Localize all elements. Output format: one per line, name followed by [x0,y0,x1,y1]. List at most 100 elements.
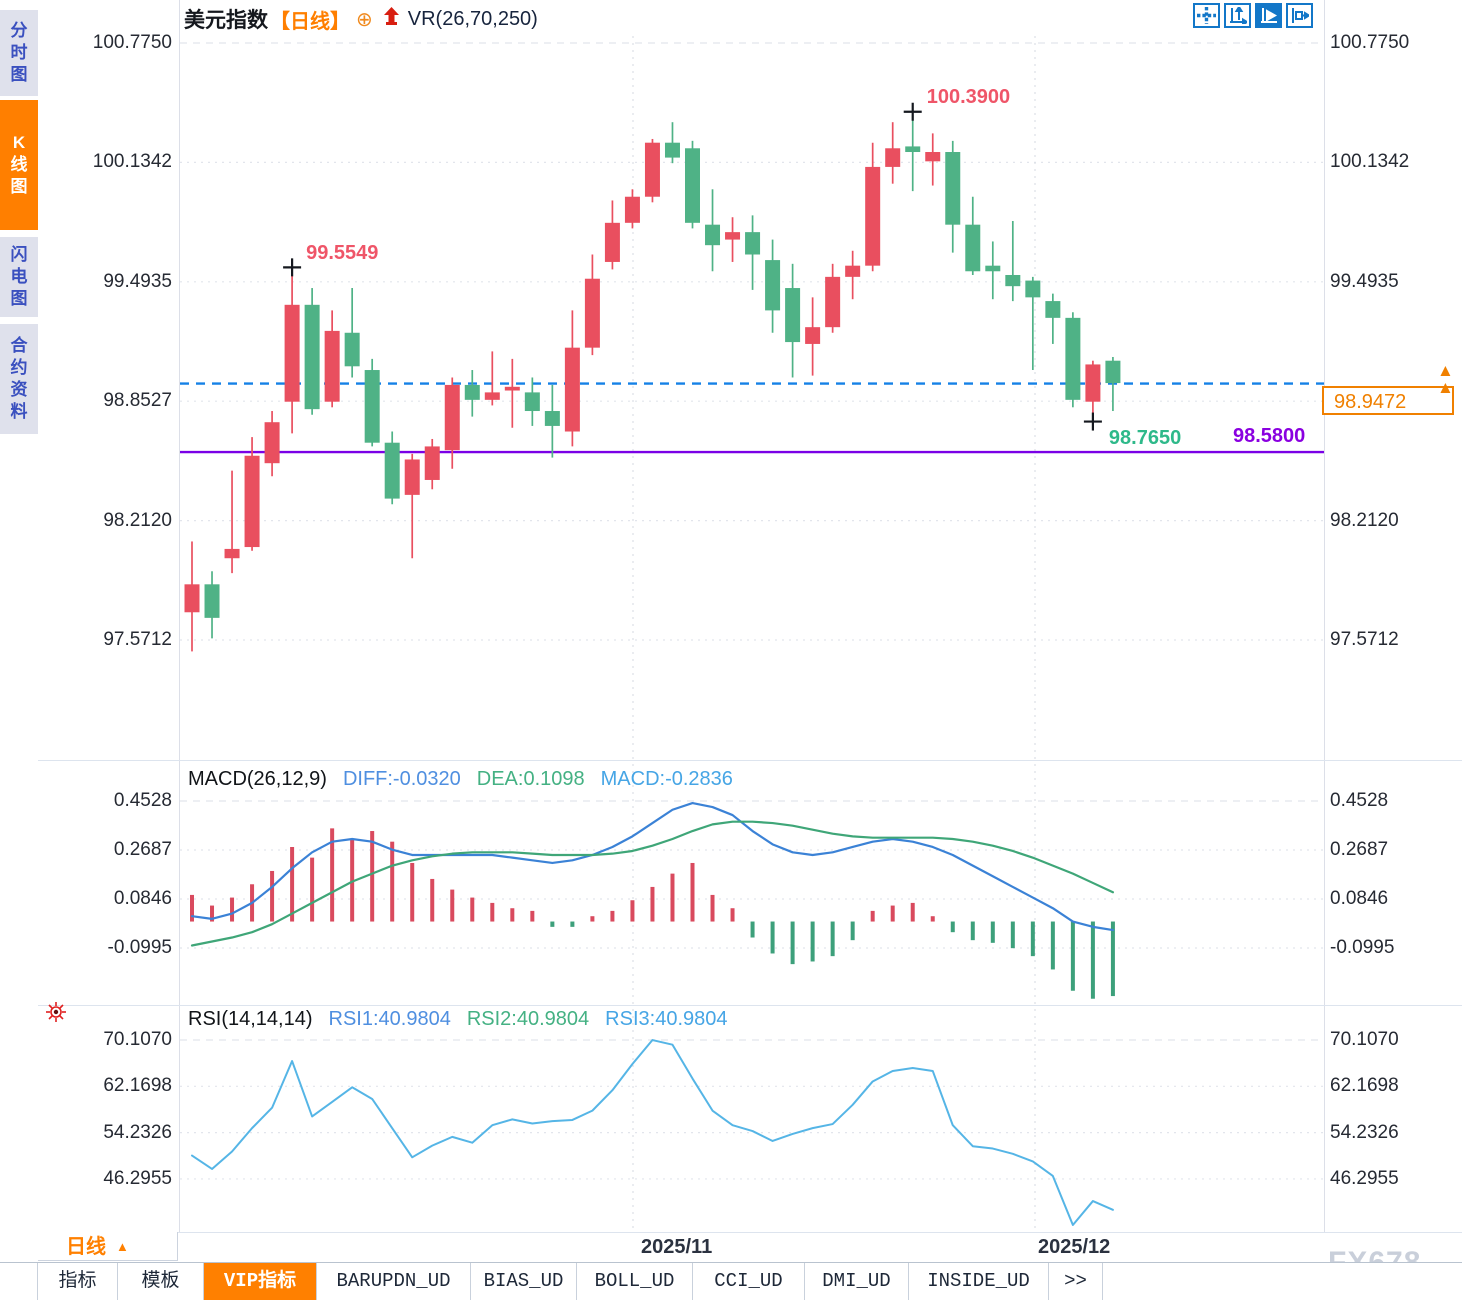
price-annotation: 99.5549 [306,242,379,265]
panel-divider [38,1232,1462,1233]
sidebar-item-3[interactable]: 闪电图 [0,237,38,317]
sidebar-item-char: 图 [10,65,28,84]
indicator-value-label: RSI(14,14,14) [188,1008,313,1030]
axis-tick-label: -0.0995 [1330,937,1395,959]
axis-tick-label: 54.2326 [103,1121,172,1143]
period-tag: 【日线】 [270,10,350,33]
sidebar-item-char: 闪 [10,245,28,264]
sidebar-item-char: 合 [10,336,28,355]
tab-VIP指标[interactable]: VIP指标 [204,1263,317,1300]
chart-plot-area[interactable] [180,0,1325,1232]
indicator-value-label: MACD:-0.2836 [600,768,733,790]
axis-tick-label: 70.1070 [103,1029,172,1050]
axis-tick-label: 98.2120 [1330,509,1399,531]
chart-toolbar [1193,3,1317,28]
sidebar-item-char: 分 [10,21,28,40]
axis-tick-label: 46.2955 [1330,1167,1399,1189]
axis-tick-label: 0.2687 [113,839,172,860]
left-price-axis: 100.7750 100.1342 99.4935 98.8527 98.2120 97.… [38,0,172,1232]
indicator-value-label: RSI2:40.9804 [466,1008,590,1030]
indicator-value-label: RSI1:40.9804 [328,1008,451,1030]
chevron-up-icon: ▲ [116,1239,129,1254]
axis-tick-label: 100.1342 [92,151,172,173]
plot-right-border [1324,0,1325,1232]
axis-zoom-icon[interactable] [1224,3,1251,28]
axis-tick-label: 0.0846 [113,888,172,909]
axis-tick-label: 100.1342 [1330,151,1410,173]
tab-DMI_UD[interactable]: DMI_UD [805,1263,909,1300]
axis-tick-label: -0.0995 [107,937,172,959]
axis-tick-label: 100.7750 [92,32,172,53]
axis-tick-label: 99.4935 [103,270,172,292]
macd-title: MACD(26,12,9) DIFF:-0.0320 DEA:0.1098 MACD:… [188,768,749,791]
sidebar-item-char: 电 [10,267,28,286]
tab-[interactable]: >> [1049,1263,1103,1300]
period-selector-label: 日线 [66,1236,106,1258]
axis-tick-label: 62.1698 [1330,1075,1399,1097]
tab-CCI_UD[interactable]: CCI_UD [693,1263,805,1300]
sidebar-item-char: 资 [10,380,28,399]
axis-tick-label: 0.2687 [1330,839,1389,860]
indicator-settings-icon[interactable] [45,1001,67,1028]
plot-left-border [179,0,180,1232]
sidebar-item-char: 图 [10,177,28,196]
indicator-value-label: MACD(26,12,9) [188,768,327,790]
tab-BOLL_UD[interactable]: BOLL_UD [577,1263,693,1300]
sidebar-item-char: 线 [10,155,28,174]
x-axis-date-label: 2025/12 [1038,1236,1111,1258]
rsi-title: RSI(14,14,14) RSI1:40.9804 RSI2:40.9804 RSI… [188,1008,744,1031]
axis-tick-label: 0.4528 [113,790,172,811]
symbol-title: 美元指数 [184,9,268,32]
panel-divider [38,1005,1462,1006]
chart-header: 美元指数 【日线】 ⊕ VR(26,70,250) [184,5,538,33]
tab-BARUPDN_UD[interactable]: BARUPDN_UD [317,1263,471,1300]
axis-tick-label: 70.1070 [1330,1029,1399,1050]
pan-exit-icon[interactable] [1286,3,1313,28]
x-axis-date-label: 2025/11 [641,1236,713,1258]
axis-tick-label: 97.5712 [1330,628,1399,650]
sidebar-item-4[interactable]: 合约资料 [0,324,38,434]
current-price-box: 98.9472 [1322,386,1454,415]
price-up-arrow-icon: ▲ ▲ [1437,361,1454,397]
axis-tick-label: 98.8527 [103,390,172,412]
sidebar-item-1[interactable]: 分时图 [0,10,38,96]
axis-tick-label: 100.7750 [1330,32,1410,53]
indicator-value-label: DEA:0.1098 [476,768,585,790]
right-price-axis: 100.7750 100.1342 99.4935 98.2120 97.5712 0.4… [1330,0,1462,1232]
sidebar-item-char: 时 [10,43,28,62]
indicator-value-label: RSI3:40.9804 [605,1008,728,1030]
axis-tick-label: 99.4935 [1330,270,1399,292]
level-label: 98.5800 [1233,425,1306,448]
circle-plus-icon[interactable]: ⊕ [356,8,373,31]
tab-BIAS_UD[interactable]: BIAS_UD [471,1263,577,1300]
tab-指标[interactable]: 指标 [38,1263,118,1300]
sidebar-item-char: K [12,133,26,152]
tab-模板[interactable]: 模板 [118,1263,204,1300]
axis-tick-label: 62.1698 [103,1075,172,1097]
axis-tick-label: 97.5712 [103,628,172,650]
axis-tick-label: 0.0846 [1330,888,1389,909]
indicator-value-label: DIFF:-0.0320 [342,768,461,790]
axis-play-icon[interactable] [1255,3,1282,28]
overlay-indicator-label: VR(26,70,250) [407,7,538,30]
axis-tick-label: 46.2955 [103,1167,172,1189]
indicator-tab-bar: 指标 模板 VIP指标 BARUPDN_UD BIAS_UD BOLL_UD CCI_UD D… [0,1262,1462,1300]
tab-bar-spacer [0,1263,38,1300]
red-up-arrow-icon[interactable] [383,7,400,31]
axis-tick-label: 98.2120 [103,509,172,531]
sidebar-item-char: 约 [10,358,28,377]
price-annotation: 98.7650 [1108,426,1182,449]
sidebar-item-char: 图 [10,289,28,308]
move-crosshair-icon[interactable] [1193,3,1220,28]
tab-INSIDE_UD[interactable]: INSIDE_UD [909,1263,1049,1300]
panel-divider [38,760,1462,761]
period-selector-button[interactable]: 日线 ▲ [38,1232,178,1261]
chart-canvas[interactable] [180,0,1325,1232]
price-annotation: 100.3900 [926,85,1011,108]
axis-tick-label: 0.4528 [1330,790,1389,811]
axis-tick-label: 54.2326 [1330,1121,1399,1143]
sidebar-item-char: 料 [10,402,28,421]
